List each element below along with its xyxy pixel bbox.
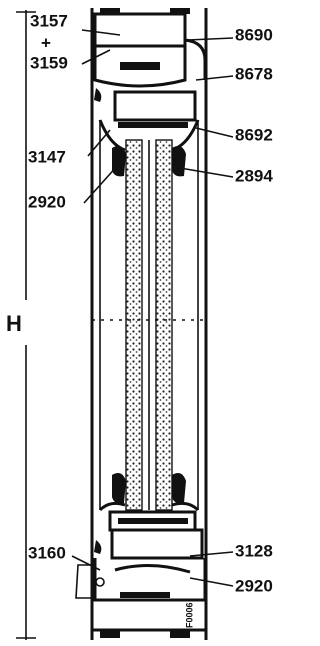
drawing-code: F0006	[184, 602, 194, 628]
part-label: 2894	[235, 166, 273, 185]
part-label: 2920	[28, 192, 66, 211]
part-label: +	[41, 33, 51, 52]
part-label: 3157	[30, 11, 68, 30]
part-label: 8678	[235, 64, 273, 83]
part-label: 3160	[28, 543, 66, 562]
part-label: 3147	[28, 147, 66, 166]
diagram: 3157 + 3159 8690 8678 3147 8692 2894 292…	[0, 0, 283, 646]
part-label: 8690	[235, 25, 273, 44]
height-label: H	[6, 311, 22, 336]
part-label: 3159	[30, 53, 68, 72]
part-label: 2920	[235, 576, 273, 595]
part-label: 8692	[235, 125, 273, 144]
part-label: 3128	[235, 541, 273, 560]
